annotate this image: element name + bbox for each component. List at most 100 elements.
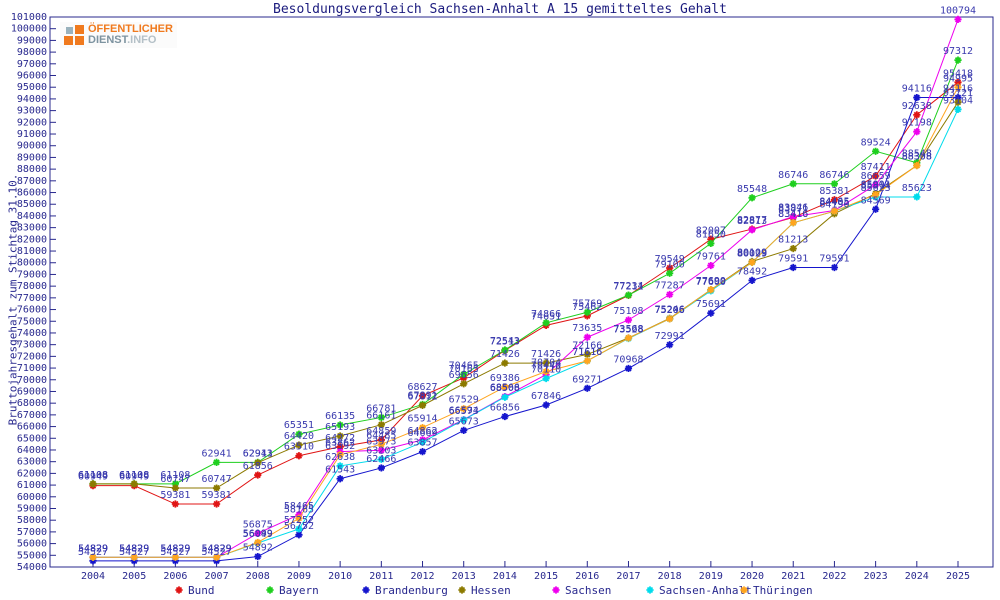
value-label: 62941 (243, 448, 273, 459)
value-label: 93721 (943, 88, 973, 99)
data-point-marker (624, 364, 633, 373)
data-point-marker (460, 380, 468, 388)
y-tick-label: 60000 (17, 492, 47, 503)
y-tick-label: 66000 (17, 422, 47, 433)
x-tick-label: 2015 (534, 571, 558, 582)
data-point-marker (362, 586, 370, 594)
value-label: 63973 (366, 436, 396, 447)
x-tick-label: 2024 (905, 571, 929, 582)
oeffentlicher-dienst-logo[interactable]: ÖFFENTLICHER DIENST.INFO (60, 22, 177, 48)
value-label: 75769 (572, 298, 602, 309)
value-label: 95418 (943, 68, 973, 79)
value-label: 74651 (531, 311, 561, 322)
data-point-marker (583, 333, 591, 341)
data-point-marker (460, 370, 468, 378)
data-point-marker (624, 291, 633, 299)
data-point-marker (542, 359, 550, 367)
value-label: 63203 (366, 445, 396, 456)
x-tick-label: 2020 (740, 571, 764, 582)
data-point-marker (913, 161, 921, 170)
value-label: 93104 (943, 95, 973, 106)
value-label: 83946 (778, 203, 808, 214)
x-tick-label: 2013 (452, 571, 476, 582)
legend: Bund Bayern Brandenburg Hessen Sachsen Sachse… (175, 584, 813, 597)
value-label: 54829 (202, 543, 232, 554)
data-point-marker (913, 128, 921, 136)
value-label: 64272 (325, 433, 355, 444)
data-point-marker (583, 384, 591, 392)
value-label: 74866 (531, 309, 561, 320)
data-point-marker (336, 475, 344, 483)
legend-item-sachsen: Sachsen (552, 584, 611, 597)
value-label: 85623 (861, 183, 891, 194)
data-point-marker (336, 443, 344, 451)
value-label: 94116 (943, 84, 973, 95)
value-label: 64862 (407, 426, 437, 437)
y-axis-label: Bruttojahresgehalt zum Stichtag 31.10. (6, 173, 20, 426)
value-label: 85814 (861, 181, 891, 192)
data-point-marker (707, 261, 715, 270)
value-label: 63592 (325, 441, 355, 452)
data-point-marker (254, 552, 262, 561)
value-label: 86746 (819, 170, 849, 181)
data-point-marker (872, 181, 880, 189)
value-label: 66594 (449, 406, 479, 417)
x-tick-label: 2009 (287, 571, 311, 582)
value-label: 77600 (696, 277, 726, 288)
legend-item-bund: Bund (175, 584, 215, 597)
value-label: 71616 (572, 347, 602, 358)
data-point-marker (830, 263, 839, 272)
plot-border (49, 16, 994, 568)
y-axis: 5400055000560005700058000590006000061000… (11, 12, 56, 573)
x-tick-label: 2018 (658, 571, 682, 582)
value-label: 68508 (490, 383, 520, 394)
legend-item-bayern: Bayern (266, 584, 319, 597)
value-label: 64485 (366, 430, 396, 441)
value-label: 68627 (407, 382, 437, 393)
value-label: 86746 (778, 170, 808, 181)
value-label: 57252 (284, 515, 314, 526)
value-label: 77690 (696, 276, 726, 287)
data-point-marker (418, 448, 427, 456)
series-line (93, 19, 959, 558)
data-point-marker (89, 553, 97, 561)
series-thüringen (89, 83, 962, 561)
y-tick-label: 61000 (17, 480, 47, 491)
value-label: 85623 (902, 183, 932, 194)
legend-label: Sachsen (565, 584, 611, 597)
y-tick-label: 67000 (17, 410, 47, 421)
value-label: 70110 (531, 364, 561, 375)
data-point-marker (377, 421, 385, 429)
value-label: 54829 (160, 543, 190, 554)
value-label: 84405 (819, 197, 849, 208)
data-point-marker (254, 471, 262, 479)
value-label: 54829 (119, 543, 149, 554)
value-label: 60949 (119, 472, 149, 483)
data-point-marker (954, 105, 962, 113)
data-point-marker (501, 383, 509, 391)
data-point-marker (418, 438, 427, 446)
value-label: 61543 (325, 465, 355, 476)
value-label: 81650 (696, 229, 726, 240)
value-label: 66161 (366, 411, 396, 422)
value-label: 66781 (366, 403, 396, 414)
value-label: 65193 (325, 422, 355, 433)
value-label: 56099 (243, 528, 273, 539)
value-label: 75246 (655, 304, 685, 315)
data-point-marker (789, 219, 797, 227)
value-label: 61108 (119, 470, 149, 481)
value-label: 60747 (202, 474, 232, 485)
series-hessen (89, 98, 962, 492)
data-point-marker (707, 309, 715, 317)
value-label: 83871 (778, 203, 808, 214)
data-point-marker (336, 462, 344, 470)
value-label: 88308 (902, 152, 932, 163)
value-label: 70968 (613, 354, 643, 365)
data-point-marker (418, 423, 427, 432)
value-label: 70465 (449, 360, 479, 371)
value-label: 58465 (284, 501, 314, 512)
value-label: 79549 (655, 254, 685, 265)
data-point-marker (254, 459, 262, 467)
y-tick-label: 80000 (17, 258, 47, 269)
data-point-marker (707, 239, 715, 248)
